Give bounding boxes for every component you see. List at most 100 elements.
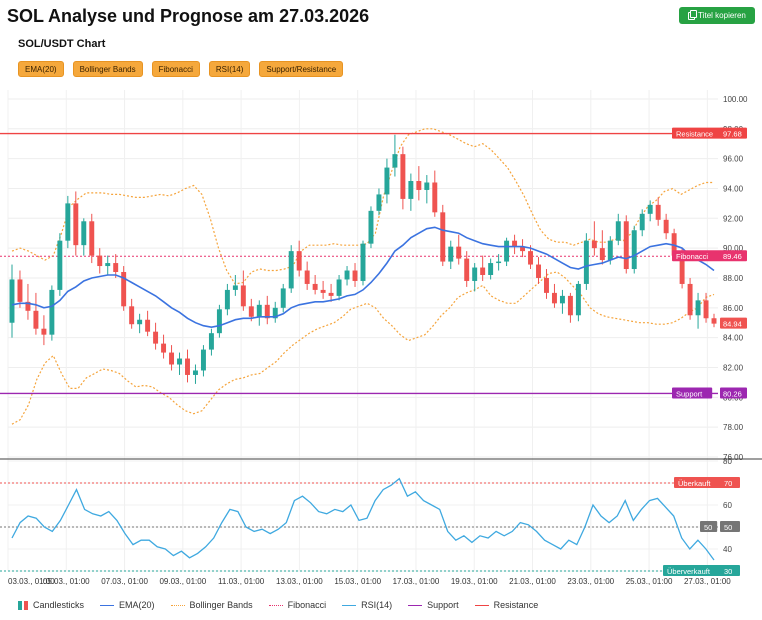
candle-body [464,258,470,281]
indicator-chip-fibonacci[interactable]: Fibonacci [151,61,200,77]
candle [256,300,262,326]
rsi-mid-value-box [720,521,740,532]
candlesticks [9,134,717,384]
resistance-line-icon [474,604,489,606]
copy-title-label: Titel kopieren [698,11,746,20]
support-line-icon [408,604,423,606]
legend-bollinger[interactable]: Bollinger Bands [170,600,253,610]
last-price-value: 84.94 [723,320,742,329]
candle [232,274,238,296]
resistance-value-box [720,127,747,139]
candle [551,283,557,308]
candle [344,266,350,286]
fibonacci-value: 89.46 [723,252,742,261]
candle [352,263,358,287]
legend-rsi[interactable]: RSI(14) [342,600,392,610]
candle-body [17,279,23,302]
candle [336,274,342,301]
time-tick-label: 09.03., 01:00 [159,577,206,586]
legend-candlesticks[interactable]: Candlesticks [18,600,84,610]
candle-body [97,255,103,267]
candle-body [607,240,613,261]
candle [360,240,366,286]
candle-body [33,310,39,329]
candle-body [567,295,573,316]
candle-body [695,300,701,316]
indicator-chip-ema[interactable]: EMA(20) [18,61,64,77]
indicator-chip-support-resistance[interactable]: Support/Resistance [259,61,344,77]
time-tick-label: 23.03., 01:00 [567,577,614,586]
candle-body [408,181,414,199]
candle [432,170,438,217]
legend-label: RSI(14) [361,600,393,610]
price-tick-label: 86.00 [723,304,744,313]
candle-body [583,240,589,284]
candle-body [392,154,398,168]
candle [73,191,79,256]
candle [663,213,669,240]
candle [200,345,206,377]
candle-body [456,246,462,259]
candle-body [81,221,87,246]
candle-body [288,251,294,289]
candle [536,257,541,284]
time-tick-label: 19.03., 01:00 [451,577,498,586]
candle [216,304,222,338]
candle-body [137,319,143,325]
candle-body [328,292,334,296]
candle-body [224,289,230,310]
indicator-chip-rsi[interactable]: RSI(14) [208,61,251,77]
price-chart[interactable]: 100.0098.0096.0094.0092.0090.0088.0086.0… [0,86,762,620]
candle-body [232,285,238,290]
legend-resistance[interactable]: Resistance [474,600,538,610]
candle-body [89,221,95,256]
candle-body [631,230,637,270]
legend-fibonacci[interactable]: Fibonacci [268,600,327,610]
price-tick-label: 94.00 [723,184,744,193]
candle-body [121,272,127,307]
candle [599,230,605,265]
overbought-value: 70 [724,479,732,488]
candle [639,209,645,237]
chart-container[interactable]: 100.0098.0096.0094.0092.0090.0088.0086.0… [0,86,762,620]
candle-body [312,283,318,290]
candle [264,295,270,325]
legend-label: Fibonacci [287,600,327,610]
price-tick-label: 100.00 [723,95,748,104]
price-tick-label: 84.00 [723,334,744,343]
candle [65,195,71,249]
candle [695,292,701,329]
candle [376,188,382,216]
candle [129,298,135,329]
candle-body [679,255,685,284]
candle [328,283,334,302]
candle-body [615,221,621,241]
overbought-label-box [674,477,724,488]
candle [89,213,95,264]
candle-body [73,203,79,246]
grid [0,90,762,571]
candle-body [520,246,526,252]
candle-body [623,221,629,270]
time-tick-label: 13.03., 01:00 [276,577,323,586]
candle [384,158,390,204]
legend-support[interactable]: Support [408,600,459,610]
fibonacci-label: Fibonacci [676,252,708,261]
candle [408,173,414,211]
candle-body [480,267,486,275]
candle [177,352,182,375]
bollinger-upper-band [11,128,714,285]
indicator-chip-bollinger[interactable]: Bollinger Bands [72,61,143,77]
candle [480,255,486,281]
legend-ema[interactable]: EMA(20) [100,600,155,610]
candle-body [264,304,270,319]
candle [49,285,55,341]
candle [113,254,119,278]
support-label: Support [676,389,703,398]
candle-body [145,319,151,332]
candle [464,251,470,287]
copy-title-button[interactable]: Titel kopieren [679,7,755,24]
candle-body [153,331,159,344]
candle [472,263,478,292]
support-label-box [672,387,713,399]
